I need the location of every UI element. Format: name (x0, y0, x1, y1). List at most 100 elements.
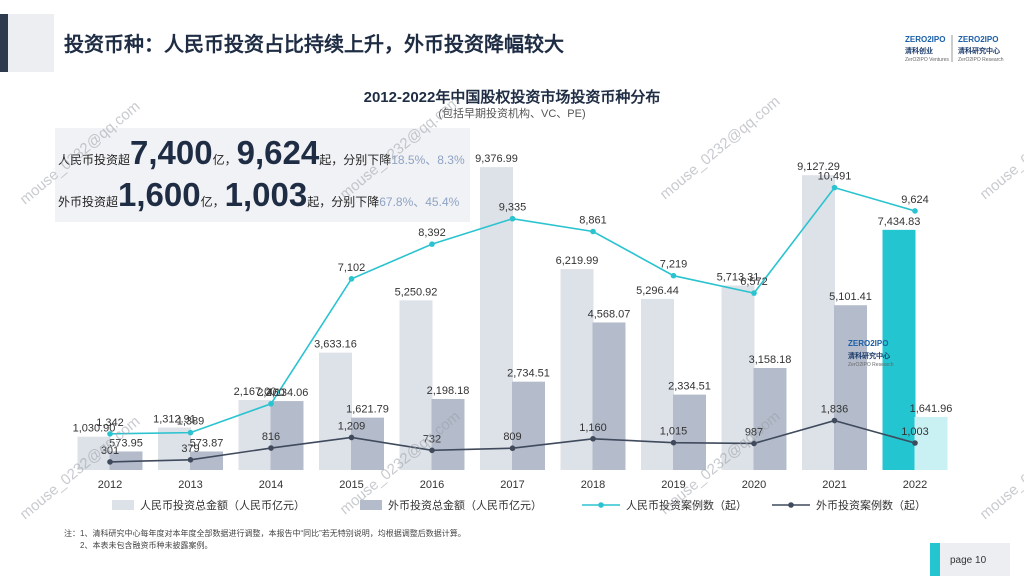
bar (480, 167, 513, 470)
bar-label: 2,198.18 (427, 385, 470, 397)
page-box (940, 543, 1010, 576)
callout-amount: 7,400 (130, 134, 213, 171)
bar (238, 400, 272, 470)
callout-unit: 亿， (201, 194, 225, 209)
callout-line: 外币投资超1,600亿，1,003起，分别下降67.8%、45.4% (58, 176, 460, 213)
callout-box (55, 128, 470, 222)
logo-brand: ZERO2IPO (958, 35, 998, 44)
bar (319, 352, 352, 470)
line-point (751, 290, 757, 296)
bar (77, 436, 111, 470)
line-point (348, 434, 355, 441)
legend-label: 人民币投资总金额（人民币亿元） (140, 498, 305, 512)
x-tick-label: 2018 (581, 479, 605, 491)
line-point (590, 435, 596, 442)
bar (882, 229, 916, 470)
logo-name: 清科研究中心 (958, 46, 1000, 55)
bar (721, 285, 755, 470)
point-label: 732 (423, 433, 441, 445)
point-label: 1,160 (579, 422, 607, 434)
plot: 2012 2013 2014 2015 2016 2017 2018 2019 2020 2021… (73, 153, 953, 491)
legend-swatch (598, 502, 604, 508)
callout: 人民币投资超7,400亿，9,624起，分别下降18.5%、8.3%外币投资超1… (58, 134, 465, 213)
bar-label: 573.87 (190, 437, 224, 449)
bar-label: 4,568.07 (588, 308, 631, 320)
x-tick-label: 2020 (742, 479, 766, 491)
note: 注：1、清科研究中心每年度对本年度全部数据进行调整，本报告中“同比”若无特别说明… (64, 528, 466, 538)
header-accent (0, 14, 8, 72)
line-point (187, 456, 194, 463)
line-point (670, 272, 677, 279)
chart-subtitle: (包括早期投资机构、VC、PE) (438, 106, 585, 120)
callout-count: 1,003 (225, 176, 308, 213)
line-point (590, 228, 596, 235)
point-label: 809 (503, 431, 521, 443)
callout-line: 人民币投资超7,400亿，9,624起，分别下降18.5%、8.3% (58, 134, 465, 171)
callout-count: 9,624 (237, 134, 320, 171)
bar-label: 9,376.99 (475, 153, 518, 165)
x-tick-label: 2019 (661, 479, 685, 491)
bar-label: 2,334.51 (668, 381, 711, 393)
logos: ZERO2IPO 清科创业 ZerO2IPO Ventures ZERO2IPO… (905, 35, 1004, 63)
bar (512, 381, 545, 470)
line-point (187, 429, 194, 436)
note: 2、本表未包含融资币种未披露案例。 (80, 540, 212, 550)
bar-label: 3,158.18 (749, 354, 792, 366)
bar-label: 5,101.41 (829, 291, 872, 303)
line-point (107, 431, 113, 437)
bar (431, 398, 465, 470)
callout-lead: 外币投资超 (58, 194, 118, 209)
point-label: 301 (101, 445, 119, 457)
point-label: 2,460 (257, 387, 285, 399)
point-label: 8,392 (418, 227, 446, 239)
slide-title: 投资币种：人民币投资占比持续上升，外币投资降幅较大 (64, 32, 564, 56)
legend-label: 外币投资案例数（起） (816, 498, 926, 512)
bar-label: 3,633.16 (314, 339, 357, 351)
x-tick-label: 2021 (822, 479, 846, 491)
x-tick-label: 2017 (500, 479, 524, 491)
point-label: 1,389 (177, 416, 205, 428)
point-label: 1,836 (821, 404, 849, 416)
x-tick-label: 2016 (420, 479, 444, 491)
bar (673, 394, 706, 470)
x-tick-label: 2012 (98, 479, 122, 491)
line-point (268, 445, 274, 451)
bar-label: 5,296.44 (636, 285, 679, 297)
callout-tail: 起，分别下降 (307, 195, 379, 209)
bar (914, 416, 948, 470)
point-label: 1,342 (96, 417, 124, 429)
line-point (831, 417, 838, 424)
line-point (509, 215, 516, 222)
logo-english: ZerO2IPO Research (848, 362, 894, 368)
bar (592, 322, 626, 470)
line-point (429, 241, 435, 247)
point-label: 8,861 (579, 214, 607, 226)
logo-english: ZerO2IPO Ventures (905, 57, 949, 63)
bar-label: 2,167.00 (234, 386, 277, 398)
line-point (509, 445, 516, 452)
bar-label: 6,219.99 (556, 255, 599, 267)
bar-label: 2,734.51 (507, 368, 550, 380)
point-label: 1,015 (660, 426, 688, 438)
point-label: 6,572 (740, 276, 768, 288)
point-label: 1,003 (901, 426, 929, 438)
bar-label: 573.95 (109, 437, 143, 449)
line-point (348, 276, 355, 282)
callout-change: 18.5%、8.3% (391, 153, 465, 167)
point-label: 987 (745, 426, 763, 438)
bar (560, 269, 594, 470)
point-label: 1,209 (338, 420, 366, 432)
point-label: 7,102 (338, 262, 366, 274)
point-label: 816 (262, 431, 280, 443)
line-point (751, 440, 757, 447)
logo-brand: ZERO2IPO (848, 339, 888, 348)
bar (351, 417, 384, 470)
page-accent (930, 543, 940, 576)
logo-english: ZerO2IPO Research (958, 57, 1004, 63)
logo-brand: ZERO2IPO (905, 35, 945, 44)
bar (802, 175, 835, 470)
x-tick-label: 2022 (903, 479, 927, 491)
bar-label: 5,713.31 (717, 271, 760, 283)
logo-name: 清科研究中心 (848, 351, 890, 360)
